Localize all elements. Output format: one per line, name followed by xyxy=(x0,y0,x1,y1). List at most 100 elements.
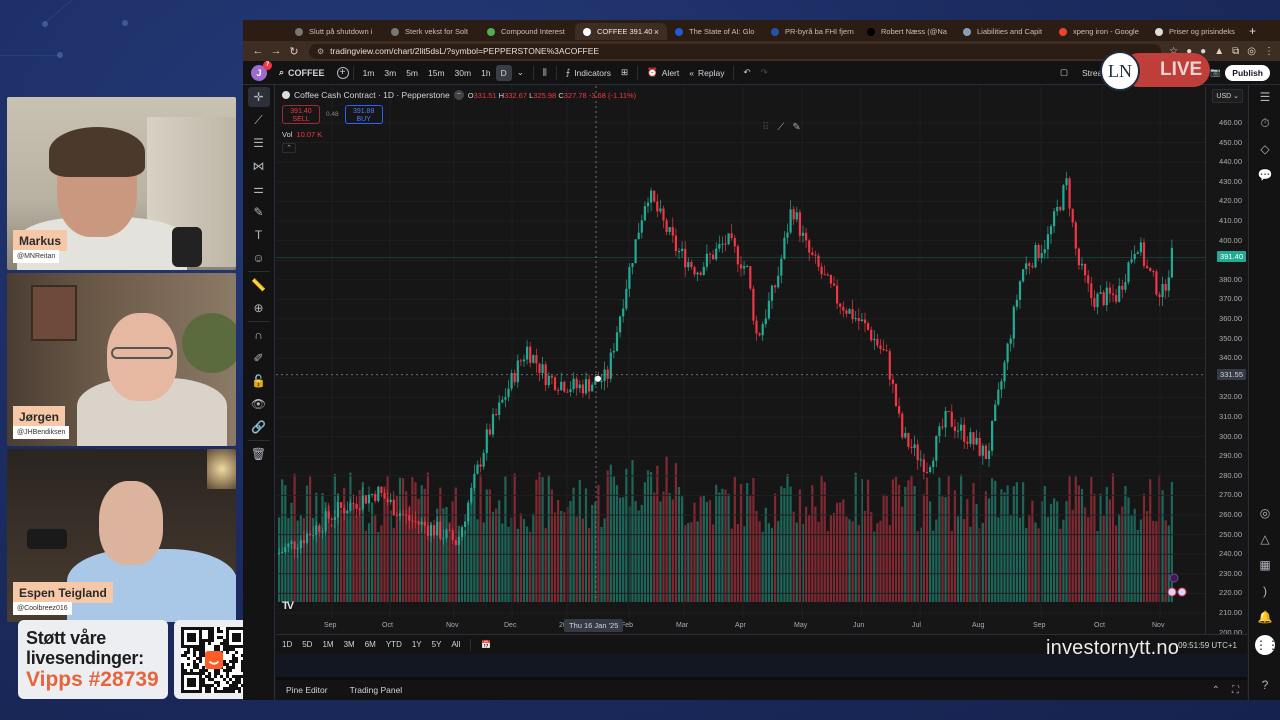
extension-icon[interactable]: ● xyxy=(1186,45,1193,57)
undo-icon[interactable]: ↶ xyxy=(743,67,751,77)
profile-icon[interactable]: ◎ xyxy=(1247,45,1256,57)
hotlist-radar-icon[interactable]: ◎ xyxy=(1259,506,1271,520)
snapshot-camera-icon[interactable]: 📷 xyxy=(1210,67,1221,77)
extension-icon[interactable]: ● xyxy=(1200,45,1207,57)
ideas-icon[interactable]: △ xyxy=(1260,532,1270,546)
publish-button[interactable]: Publish xyxy=(1225,65,1270,81)
browser-tab[interactable]: COFFEE 391.40 × xyxy=(575,23,667,40)
reload-icon[interactable]: ↻ xyxy=(289,45,299,58)
chat-icon[interactable]: 💬 xyxy=(1257,168,1273,182)
url-input[interactable]: ⚙ tradingview.com/chart/2lit5dsL/?symbol… xyxy=(309,43,1162,59)
price-axis[interactable]: USD ⌄ 460.00 450.00 440.00 430.00 420.00 410.… xyxy=(1205,86,1247,634)
stream-button[interactable]: Strea xyxy=(1082,67,1103,78)
symbol-search-button[interactable]: ⌕ COFFEE xyxy=(279,67,325,78)
crosshair-cursor-icon[interactable]: ✛ xyxy=(247,87,270,107)
interval-1h[interactable]: 1h xyxy=(481,67,491,78)
sell-button[interactable]: 391.40 SELL xyxy=(282,105,320,124)
calendar-icon[interactable]: ▦ xyxy=(1259,558,1271,572)
tradingview-logo[interactable]: TV xyxy=(282,600,294,612)
link-icon[interactable]: 🔗 xyxy=(251,420,266,434)
forecast-tool-icon[interactable]: ⚌ xyxy=(253,182,264,196)
tab-pine-editor[interactable]: Pine Editor xyxy=(286,685,328,695)
legend-menu-icon[interactable]: − xyxy=(453,90,464,100)
interval-1m[interactable]: 1m xyxy=(362,67,375,78)
goto-date-calendar-icon[interactable]: 📅 xyxy=(481,640,492,649)
back-arrow-icon[interactable]: ← xyxy=(252,45,264,57)
bookmark-star-icon[interactable]: ☆ xyxy=(1169,45,1179,57)
notifications-bell-icon[interactable]: 🔔 xyxy=(1257,610,1273,624)
close-tab-icon[interactable]: × xyxy=(653,26,659,37)
drag-handle-icon[interactable]: ⠿ xyxy=(762,122,770,133)
magnet-icon[interactable]: ∩ xyxy=(254,328,263,342)
browser-tab[interactable]: Slutt på shutdown i xyxy=(287,23,383,40)
range-All[interactable]: All xyxy=(451,640,461,649)
help-question-icon[interactable]: ? xyxy=(1261,678,1269,692)
pattern-tool-icon[interactable]: ⋈ xyxy=(252,159,265,173)
zoom-in-icon[interactable]: ⊕ xyxy=(253,301,264,315)
watchlist-icon[interactable]: ☰ xyxy=(1259,90,1271,104)
range-1Y[interactable]: 1Y xyxy=(411,640,422,649)
browser-tab[interactable]: Priser og prisindeks xyxy=(1147,23,1243,40)
products-grid-icon[interactable]: ⋮⋮ xyxy=(1255,635,1279,655)
currency-dropdown[interactable]: USD ⌄ xyxy=(1212,89,1243,103)
price-chart[interactable]: Coffee Cash Contract · 1D · Pepperstone … xyxy=(276,86,1247,634)
emoji-icon[interactable]: ☺ xyxy=(252,251,265,265)
news-feed-icon[interactable]: ) xyxy=(1263,584,1267,598)
extensions-puzzle-icon[interactable]: ⧉ xyxy=(1232,45,1240,57)
compare-add-symbol-icon[interactable]: + xyxy=(336,66,349,79)
interval-3m[interactable]: 3m xyxy=(384,67,397,78)
trash-icon[interactable]: 🗑 xyxy=(250,447,267,461)
object-tree-layers-icon[interactable]: ◇ xyxy=(1260,142,1270,156)
brush-icon[interactable]: ✎ xyxy=(792,122,801,133)
browser-tab[interactable]: PR-byrå ba FHI fjern xyxy=(763,23,859,40)
redo-icon[interactable]: ↷ xyxy=(760,67,768,77)
interval-15m[interactable]: 15m xyxy=(428,67,445,78)
browser-tab[interactable]: Compound Interest xyxy=(479,23,575,40)
expand-panel-chevron-icon[interactable]: ⌃ xyxy=(1211,684,1220,696)
interval-D[interactable]: D xyxy=(495,64,512,81)
alerts-clock-icon[interactable]: ⏱ xyxy=(1260,116,1270,130)
candlestick-plot[interactable] xyxy=(276,86,1205,618)
text-tool-icon[interactable]: T xyxy=(254,228,263,242)
browser-tab[interactable]: Liabilities and Capit xyxy=(955,23,1051,40)
new-tab-plus-icon[interactable]: + xyxy=(1249,23,1257,38)
time-axis[interactable]: SepOctNovDec2025FebMarAprMayJunJulAugSep… xyxy=(276,618,1205,634)
browser-tab[interactable]: The State of AI: Glo xyxy=(667,23,763,40)
collapse-legend-chevron-icon[interactable]: ⌃ xyxy=(282,143,296,153)
range-1D[interactable]: 1D xyxy=(282,640,293,649)
extension-icon[interactable]: ▲ xyxy=(1214,45,1225,57)
interval-30m[interactable]: 30m xyxy=(454,67,472,78)
trend-line-icon[interactable]: ⟋ xyxy=(254,113,263,127)
buy-button[interactable]: 391.88 BUY xyxy=(344,105,383,124)
brush-icon[interactable]: ✎ xyxy=(253,205,264,219)
interval-5m[interactable]: 5m xyxy=(406,67,418,78)
browser-tab[interactable]: Sterk vekst for Solt xyxy=(383,23,479,40)
range-5Y[interactable]: 5Y xyxy=(431,640,442,649)
eye-visibility-icon[interactable]: 👁 xyxy=(250,397,267,411)
layout-square-icon[interactable]: ▢ xyxy=(1060,67,1069,77)
indicators-button[interactable]: ⨍ Indicators xyxy=(565,67,612,78)
templates-grid-icon[interactable]: ⊞ xyxy=(621,67,629,77)
range-5D[interactable]: 5D xyxy=(302,640,313,649)
ruler-measure-icon[interactable]: 📏 xyxy=(251,278,266,292)
lock-icon[interactable]: 🔓 xyxy=(251,374,266,388)
tab-trading-panel[interactable]: Trading Panel xyxy=(349,685,403,695)
range-YTD[interactable]: YTD xyxy=(385,640,402,649)
user-avatar[interactable]: J 7 xyxy=(251,60,272,81)
trend-line-icon[interactable]: ⟋ xyxy=(777,122,785,133)
interval-dropdown-chevron-icon[interactable]: ⌄ xyxy=(516,67,524,77)
range-3M[interactable]: 3M xyxy=(343,640,355,649)
maximize-panel-icon[interactable]: ⛶ xyxy=(1232,684,1239,696)
forward-arrow-icon[interactable]: → xyxy=(270,45,282,57)
lock-drawing-icon[interactable]: ✐ xyxy=(253,351,264,365)
replay-button[interactable]: «Replay xyxy=(689,67,725,78)
range-1M[interactable]: 1M xyxy=(322,640,334,649)
browser-tab[interactable]: xpeng iron - Google xyxy=(1051,23,1147,40)
browser-tab[interactable]: Robert Næss (@Na xyxy=(859,23,955,40)
timezone-clock[interactable]: 09:51:59 UTC+1 xyxy=(1178,641,1237,650)
alert-button[interactable]: ⏰ Alert xyxy=(647,67,680,78)
candles-chart-type-icon[interactable]: ⫼ xyxy=(542,67,547,77)
range-6M[interactable]: 6M xyxy=(364,640,376,649)
menu-kebab-icon[interactable]: ⋮ xyxy=(1264,45,1274,57)
site-settings-icon[interactable]: ⚙ xyxy=(317,46,325,56)
